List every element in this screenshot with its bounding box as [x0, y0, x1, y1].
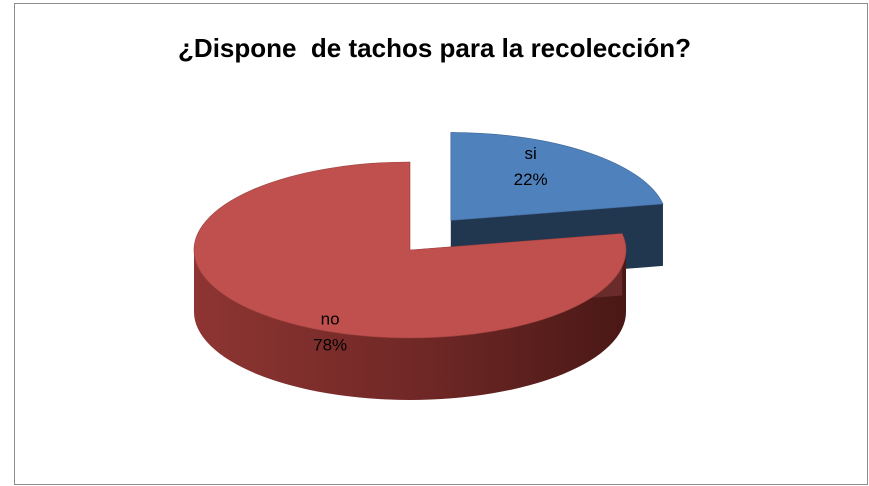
- chart-title: ¿Dispone de tachos para la recolección?: [178, 33, 691, 63]
- slice-no-category-label: no: [321, 309, 340, 328]
- slice-si-category-label: si: [525, 144, 537, 163]
- slice-no-side: [194, 250, 626, 400]
- slice-no: no 78%: [193, 161, 627, 400]
- slice-si-top: [450, 132, 664, 221]
- slice-no-top: [193, 161, 627, 339]
- chart-frame: [14, 3, 868, 485]
- slice-no-percent-label: 78%: [313, 335, 347, 354]
- slice-si-percent-label: 22%: [514, 170, 548, 189]
